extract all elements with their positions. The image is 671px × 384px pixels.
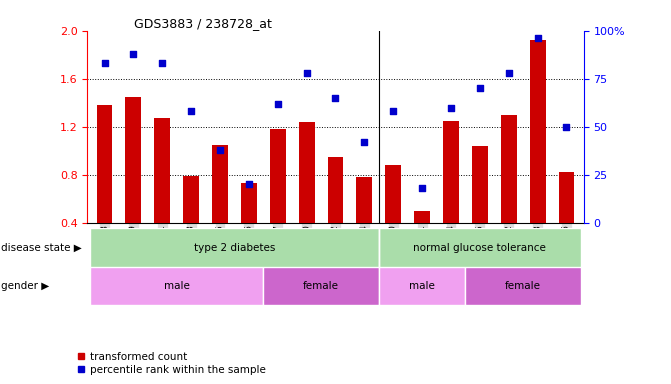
Point xyxy=(99,60,110,66)
Point xyxy=(503,70,514,76)
Text: GDS3883 / 238728_at: GDS3883 / 238728_at xyxy=(134,17,272,30)
Point xyxy=(446,104,456,111)
Bar xyxy=(414,211,430,223)
Bar xyxy=(90,228,379,267)
Bar xyxy=(125,97,142,223)
Point xyxy=(244,181,254,187)
Text: type 2 diabetes: type 2 diabetes xyxy=(194,243,275,253)
Point xyxy=(532,35,543,41)
Point xyxy=(128,51,139,57)
Bar xyxy=(379,228,581,267)
Point xyxy=(157,60,168,66)
Point xyxy=(330,95,341,101)
Bar xyxy=(270,129,286,223)
Bar xyxy=(501,115,517,223)
Point xyxy=(474,85,485,91)
Bar xyxy=(90,267,263,305)
Point xyxy=(561,124,572,130)
Point xyxy=(186,108,197,114)
Text: gender ▶: gender ▶ xyxy=(1,281,50,291)
Point xyxy=(215,147,225,153)
Bar xyxy=(183,176,199,223)
Text: disease state ▶: disease state ▶ xyxy=(1,243,82,253)
Bar xyxy=(299,122,315,223)
Bar xyxy=(529,40,546,223)
Bar xyxy=(379,267,466,305)
Legend: transformed count, percentile rank within the sample: transformed count, percentile rank withi… xyxy=(72,348,270,379)
Text: male: male xyxy=(164,281,190,291)
Bar xyxy=(385,165,401,223)
Text: normal glucose tolerance: normal glucose tolerance xyxy=(413,243,546,253)
Bar xyxy=(212,145,228,223)
Bar xyxy=(263,267,379,305)
Text: female: female xyxy=(505,281,541,291)
Point xyxy=(388,108,399,114)
Text: female: female xyxy=(303,281,339,291)
Point xyxy=(417,185,427,191)
Bar xyxy=(327,157,344,223)
Point xyxy=(272,101,283,107)
Point xyxy=(359,139,370,145)
Bar xyxy=(558,172,574,223)
Point xyxy=(301,70,312,76)
Bar xyxy=(443,121,459,223)
Bar xyxy=(356,177,372,223)
Bar xyxy=(466,267,581,305)
Text: male: male xyxy=(409,281,435,291)
Bar xyxy=(241,183,257,223)
Bar xyxy=(154,118,170,223)
Bar xyxy=(472,146,488,223)
Bar xyxy=(97,105,113,223)
